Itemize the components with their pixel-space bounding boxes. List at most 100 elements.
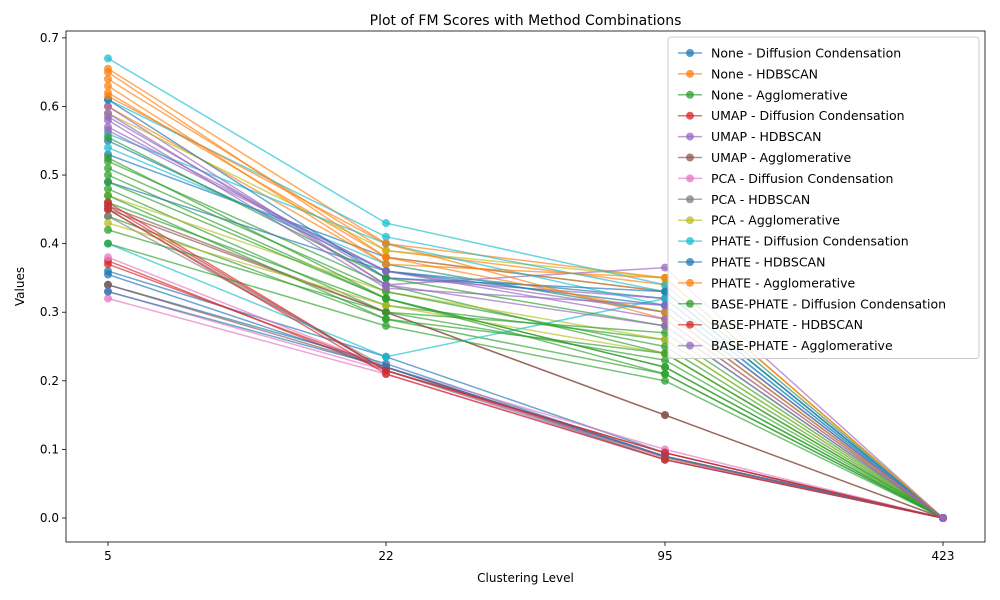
series-line xyxy=(107,208,944,519)
series-line xyxy=(107,181,944,519)
series-line xyxy=(107,242,944,519)
data-point xyxy=(104,219,112,228)
data-point xyxy=(104,287,112,296)
data-point xyxy=(104,92,112,101)
series-line xyxy=(107,119,944,519)
series-line xyxy=(107,229,944,519)
y-tick-label: 0.4 xyxy=(40,237,59,251)
legend-marker xyxy=(686,132,694,141)
y-tick-label: 0.7 xyxy=(40,31,59,45)
x-tick-label: 22 xyxy=(378,549,393,563)
data-point xyxy=(104,81,112,90)
legend-box xyxy=(667,36,980,359)
data-point xyxy=(104,198,112,207)
y-tick-label: 0.1 xyxy=(40,442,59,456)
legend-marker xyxy=(686,237,694,246)
data-point xyxy=(104,109,112,118)
series-line xyxy=(107,157,944,519)
legend-marker xyxy=(686,90,694,99)
legend-label: UMAP - HDBSCAN xyxy=(711,129,821,144)
legend-marker xyxy=(686,195,694,204)
data-point xyxy=(104,164,112,173)
data-point xyxy=(104,133,112,142)
data-point xyxy=(104,126,112,135)
series-line xyxy=(107,105,944,519)
x-tick-label: 5 xyxy=(104,549,112,563)
plot-lines xyxy=(107,57,944,519)
legend-label: PHATE - Agglomerative xyxy=(711,275,855,290)
legend-label: BASE-PHATE - Agglomerative xyxy=(711,338,893,353)
series-line xyxy=(107,194,944,519)
data-point xyxy=(382,246,390,255)
series-line xyxy=(107,71,944,519)
data-point xyxy=(661,273,669,282)
legend-marker xyxy=(686,69,694,78)
y-axis-label: Values xyxy=(13,267,27,306)
data-point xyxy=(382,280,390,289)
x-tick-label: 95 xyxy=(657,549,672,563)
data-point xyxy=(661,263,669,272)
x-axis-label: Clustering Level xyxy=(477,571,574,585)
data-point xyxy=(661,376,669,385)
plot-markers xyxy=(104,54,947,522)
data-point xyxy=(661,349,669,358)
y-tick-label: 0.6 xyxy=(40,99,59,113)
series-line xyxy=(107,201,944,519)
data-point xyxy=(661,315,669,324)
data-point xyxy=(382,315,390,324)
legend-label: UMAP - Diffusion Condensation xyxy=(711,108,905,123)
legend-label: PCA - HDBSCAN xyxy=(711,192,810,207)
x-tick-label: 423 xyxy=(932,549,955,563)
data-point xyxy=(104,177,112,186)
legend-marker xyxy=(686,341,694,350)
data-point xyxy=(382,260,390,269)
data-point xyxy=(661,455,669,464)
legend-label: BASE-PHATE - Diffusion Condensation xyxy=(711,296,946,311)
data-point xyxy=(104,239,112,248)
data-point xyxy=(661,448,669,457)
plot-frame xyxy=(65,30,986,543)
legend-label: UMAP - Agglomerative xyxy=(711,150,851,165)
series-line xyxy=(107,85,944,519)
data-point xyxy=(104,191,112,200)
data-point xyxy=(104,253,112,262)
y-tick-label: 0.2 xyxy=(40,374,59,388)
data-point xyxy=(661,411,669,420)
data-point xyxy=(382,308,390,317)
data-point xyxy=(661,287,669,296)
legend-label: None - Agglomerative xyxy=(711,87,848,102)
data-point xyxy=(382,267,390,276)
legend-label: PCA - Diffusion Condensation xyxy=(711,171,893,186)
legend-marker xyxy=(686,174,694,183)
legend-label: None - HDBSCAN xyxy=(711,66,818,81)
data-point xyxy=(104,75,112,83)
legend-marker xyxy=(686,299,694,308)
series-line xyxy=(107,256,944,519)
data-point xyxy=(104,54,112,63)
data-point xyxy=(382,239,390,248)
legend: None - Diffusion Condensation None - HDBS… xyxy=(667,36,980,359)
y-tick-label: 0.3 xyxy=(40,305,59,319)
data-point xyxy=(382,301,390,310)
data-point xyxy=(104,153,112,162)
data-point xyxy=(661,321,669,330)
data-point xyxy=(661,363,669,372)
chart-title: Plot of FM Scores with Method Combinatio… xyxy=(370,13,682,29)
legend-label: PHATE - Diffusion Condensation xyxy=(711,234,909,249)
data-point xyxy=(661,280,669,289)
data-point xyxy=(382,352,390,361)
data-point xyxy=(104,225,112,234)
data-point xyxy=(104,294,112,303)
data-point xyxy=(382,321,390,330)
y-axis: 0.0 0.1 0.2 0.3 0.4 0.5 0.6 0.7 xyxy=(40,31,66,525)
data-point xyxy=(104,68,112,77)
data-point xyxy=(382,294,390,303)
data-point xyxy=(661,335,669,344)
data-point xyxy=(661,370,669,378)
legend-label: None - Diffusion Condensation xyxy=(711,46,901,61)
data-point xyxy=(382,253,390,262)
y-tick-label: 0.0 xyxy=(40,511,59,525)
legend-marker xyxy=(686,111,694,120)
data-point xyxy=(382,273,390,282)
